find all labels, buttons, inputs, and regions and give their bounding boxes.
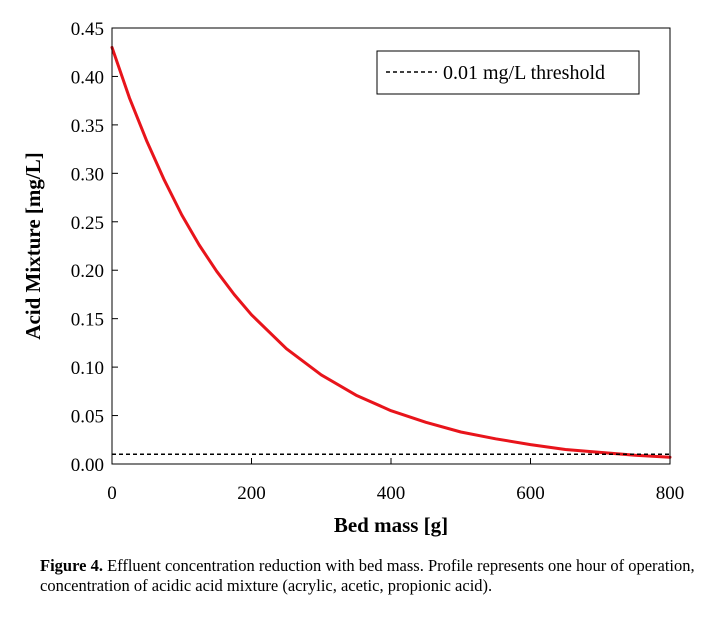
- y-axis-ticks: 0.00 0.05 0.10 0.15 0.20 0.25 0.30 0.35 0.40 0.45: [71, 19, 118, 476]
- x-tick-label: 800: [656, 483, 685, 504]
- y-tick-label: 0.30: [71, 164, 104, 185]
- y-tick-label: 0.35: [71, 116, 104, 137]
- y-tick-label: 0.05: [71, 407, 104, 428]
- legend: 0.01 mg/L threshold: [376, 50, 640, 95]
- figure-caption: Figure 4. Effluent concentration reducti…: [40, 556, 700, 596]
- y-tick-label: 0.20: [71, 261, 104, 282]
- y-tick-label: 0.40: [71, 67, 104, 88]
- y-tick-label: 0.45: [71, 19, 104, 40]
- x-tick-label: 200: [237, 483, 266, 504]
- y-axis-title: Acid Mixture [mg/L]: [21, 152, 45, 339]
- caption-text: Effluent concentration reduction with be…: [40, 556, 695, 595]
- series-layer: [110, 45, 672, 459]
- legend-label-threshold: 0.01 mg/L threshold: [443, 62, 605, 84]
- y-tick-label: 0.10: [71, 358, 104, 379]
- x-axis-ticks: 0 200 400 600 800: [107, 458, 684, 504]
- y-tick-label: 0.25: [71, 213, 104, 234]
- x-tick-label: 600: [516, 483, 545, 504]
- legend-box: [376, 50, 640, 95]
- x-tick-label: 0: [107, 483, 117, 504]
- plot-area-frame: [111, 27, 671, 465]
- y-tick-label: 0.00: [71, 455, 104, 476]
- chart: 0.00 0.05 0.10 0.15 0.20 0.25 0.30 0.35 0.40 0.45…: [21, 19, 684, 537]
- figure-label: Figure 4.: [40, 556, 103, 575]
- concentration-curve: [110, 45, 672, 459]
- x-tick-label: 400: [377, 483, 406, 504]
- y-tick-label: 0.15: [71, 310, 104, 331]
- x-axis-title: Bed mass [g]: [334, 513, 448, 537]
